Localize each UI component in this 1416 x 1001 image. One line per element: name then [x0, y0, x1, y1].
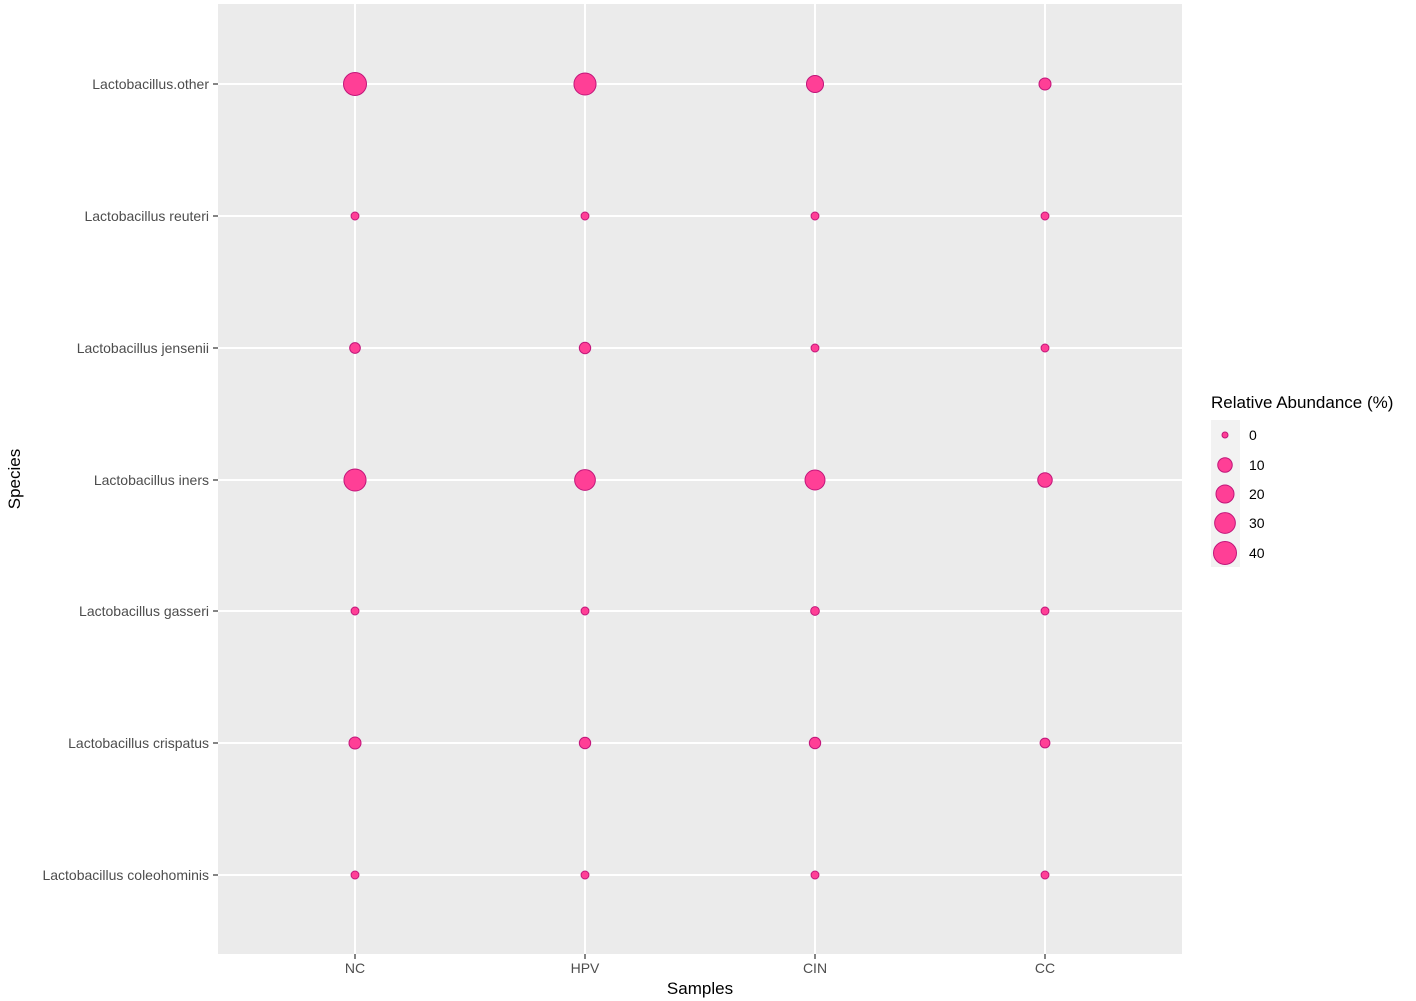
y-tick-label: Lactobacillus crispatus: [68, 735, 209, 751]
data-point: [808, 736, 822, 750]
data-points: [343, 72, 1053, 880]
legend-label: 30: [1249, 515, 1265, 531]
legend-label: 0: [1249, 427, 1257, 443]
legend-title: Relative Abundance (%): [1211, 393, 1393, 412]
data-point: [1040, 343, 1050, 353]
data-point: [574, 469, 596, 491]
data-point: [350, 211, 360, 221]
data-point: [578, 341, 592, 355]
x-tick-label: HPV: [571, 960, 600, 976]
legend-label: 40: [1249, 545, 1265, 561]
data-point: [580, 211, 590, 221]
data-point: [349, 342, 361, 354]
data-point: [350, 870, 360, 880]
data-point: [573, 72, 597, 96]
data-point: [1038, 77, 1052, 91]
data-point: [343, 72, 367, 96]
data-point: [1040, 211, 1050, 221]
data-point: [580, 870, 590, 880]
legend-key: [1217, 457, 1233, 473]
data-point: [810, 211, 820, 221]
data-point: [810, 343, 820, 353]
data-point: [580, 606, 590, 616]
x-tick-label: CIN: [803, 960, 827, 976]
x-tick-label: CC: [1035, 960, 1055, 976]
data-point: [810, 606, 820, 616]
legend-key: [1215, 484, 1235, 504]
legend-key: [1213, 541, 1237, 565]
y-tick-label: Lactobacillus coleohominis: [42, 867, 209, 883]
x-axis-title: Samples: [667, 979, 733, 998]
legend-label: 10: [1249, 457, 1265, 473]
data-point: [1039, 737, 1051, 749]
data-point: [804, 469, 826, 491]
data-point: [1040, 606, 1050, 616]
y-tick-label: Lactobacillus jensenii: [77, 340, 209, 356]
y-tick-label: Lactobacillus reuteri: [84, 208, 209, 224]
legend-label: 20: [1249, 486, 1265, 502]
legend-key: [1214, 512, 1236, 534]
data-point: [1037, 472, 1053, 488]
data-point: [350, 606, 360, 616]
data-point: [810, 870, 820, 880]
y-tick-label: Lactobacillus gasseri: [79, 603, 209, 619]
y-tick-label: Lactobacillus iners: [94, 472, 209, 488]
data-point: [578, 736, 592, 750]
data-point: [1040, 870, 1050, 880]
data-point: [348, 736, 362, 750]
y-tick-label: Lactobacillus.other: [92, 76, 209, 92]
y-axis-title: Species: [5, 449, 24, 509]
x-axis: NC HPV CIN CC: [345, 954, 1055, 976]
legend-key: [1221, 431, 1229, 439]
size-legend: Relative Abundance (%) 0 10 20 30 40: [1211, 393, 1393, 567]
data-point: [343, 468, 367, 492]
x-tick-label: NC: [345, 960, 365, 976]
data-point: [805, 74, 825, 94]
y-axis: Lactobacillus.other Lactobacillus reuteri…: [42, 76, 218, 883]
